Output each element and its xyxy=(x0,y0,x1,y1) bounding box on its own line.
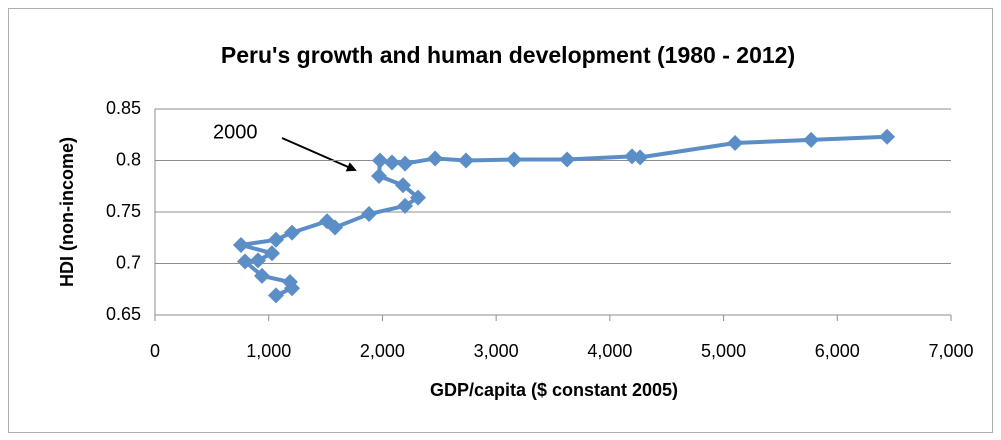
x-tick-label: 4,000 xyxy=(587,341,632,361)
data-point xyxy=(458,152,475,169)
x-tick-label: 1,000 xyxy=(246,341,291,361)
x-tick-label: 3,000 xyxy=(474,341,519,361)
x-tick-label: 5,000 xyxy=(701,341,746,361)
x-tick-label: 7,000 xyxy=(928,341,973,361)
x-tick-label: 2,000 xyxy=(360,341,405,361)
data-point xyxy=(632,149,649,166)
data-point xyxy=(372,152,389,169)
data-point xyxy=(879,128,896,145)
annotation-arrow xyxy=(281,137,357,172)
data-point xyxy=(383,154,400,171)
y-tick-label: 0.7 xyxy=(116,252,141,272)
data-point xyxy=(410,189,427,206)
y-tick-label: 0.65 xyxy=(106,304,141,324)
data-point xyxy=(427,150,444,167)
x-tick-label: 0 xyxy=(150,341,160,361)
data-point xyxy=(559,151,576,168)
data-point xyxy=(284,224,301,241)
y-axis-title: HDI (non-income) xyxy=(57,137,77,287)
data-point xyxy=(232,236,249,253)
data-point xyxy=(727,134,744,151)
data-point xyxy=(395,177,412,194)
y-tick-label: 0.75 xyxy=(106,201,141,221)
x-tick-label: 6,000 xyxy=(815,341,860,361)
data-point xyxy=(237,253,254,270)
y-tick-label: 0.8 xyxy=(116,149,141,169)
data-point xyxy=(327,219,344,236)
data-point xyxy=(264,245,281,262)
data-point xyxy=(505,151,522,168)
x-axis-title: GDP/capita ($ constant 2005) xyxy=(430,380,678,400)
data-point xyxy=(267,231,284,248)
data-point xyxy=(361,206,378,223)
chart-frame xyxy=(8,8,993,433)
data-point xyxy=(267,287,284,304)
data-point xyxy=(397,155,414,172)
data-point xyxy=(371,167,388,184)
data-point xyxy=(254,267,271,284)
data-point xyxy=(281,274,298,291)
chart-title: Peru's growth and human development (198… xyxy=(221,42,795,68)
annotation: 2000 xyxy=(213,121,258,143)
data-point xyxy=(803,131,820,148)
data-point xyxy=(250,252,267,269)
y-tick-label: 0.85 xyxy=(106,98,141,118)
data-point xyxy=(397,197,414,214)
